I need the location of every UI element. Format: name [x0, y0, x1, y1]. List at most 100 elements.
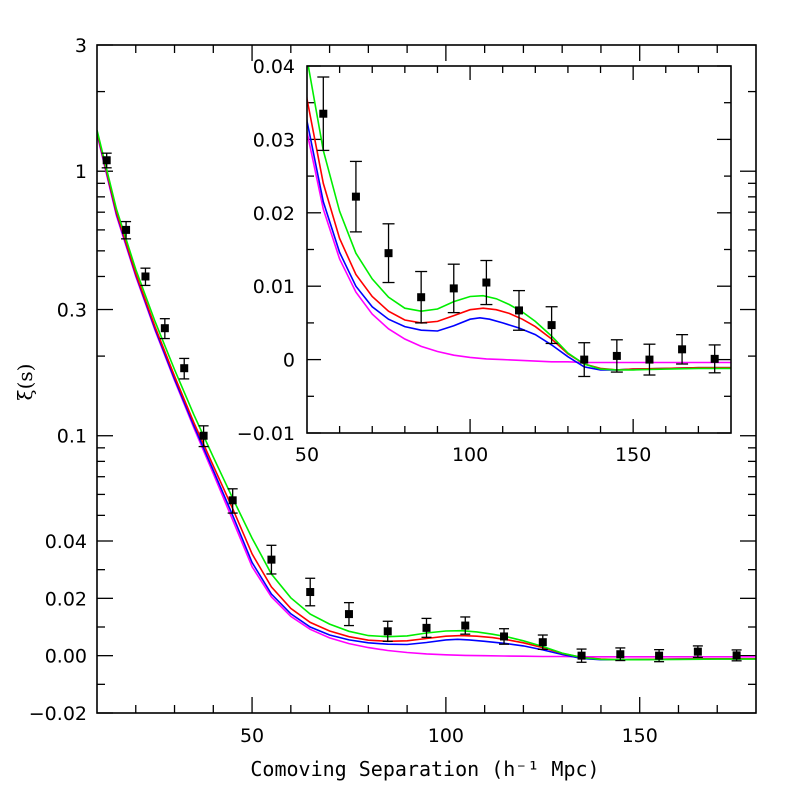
y-axis-label: ξ(s)	[13, 364, 37, 401]
chart-graphic	[732, 651, 741, 660]
inset-background	[307, 66, 731, 433]
main-data-point	[421, 617, 432, 638]
inset-model-curve-3	[307, 66, 731, 371]
chart-graphic	[422, 623, 431, 632]
main-y-tick-label: 0.3	[57, 300, 87, 322]
main-data-point	[615, 647, 626, 662]
main-y-tick-label: 0.02	[45, 588, 87, 610]
main-data-point	[227, 488, 238, 514]
chart-graphic	[515, 306, 523, 315]
main-data-point	[179, 357, 190, 380]
chart-graphic	[678, 345, 687, 354]
chart-graphic	[383, 627, 392, 636]
main-data-point	[159, 318, 170, 340]
chart-graphic	[306, 588, 315, 597]
main-data-point	[499, 628, 510, 645]
main-y-tick-label: 1	[75, 161, 87, 183]
inset-data-point	[349, 160, 362, 233]
main-data-point	[140, 267, 151, 287]
chart-graphic	[449, 284, 458, 293]
inset-y-tick-label: −0.01	[237, 423, 295, 445]
inset-y-tick-label: 0.01	[253, 276, 295, 298]
x-axis-label: Comoving Separation (h⁻¹ Mpc)	[250, 757, 599, 781]
main-data-point	[198, 425, 209, 448]
main-data-point	[731, 649, 742, 662]
inset-panel: 50 100 150 −0.01 0 0.01 0.02 0.03 0.04	[237, 56, 732, 466]
chart-graphic	[319, 109, 328, 118]
chart-graphic	[482, 278, 491, 287]
main-y-tick-label: 0.00	[45, 646, 87, 668]
chart-graphic	[267, 555, 276, 564]
chart-graphic	[351, 192, 360, 201]
main-y-tick-label: 3	[75, 35, 87, 57]
chart-graphic	[547, 321, 556, 330]
chart-graphic	[102, 156, 111, 165]
chart-graphic	[199, 431, 208, 440]
main-data-point	[343, 601, 354, 627]
chart-graphic	[122, 225, 131, 234]
main-data-point	[266, 544, 277, 575]
chart-graphic	[307, 66, 731, 371]
chart-graphic	[612, 351, 621, 360]
chart-graphic	[417, 293, 426, 302]
main-y-tick-label: −0.02	[29, 703, 87, 725]
main-data-point	[576, 648, 587, 663]
main-data-point	[382, 620, 393, 642]
main-data-point	[305, 577, 316, 607]
main-data-point	[101, 152, 112, 169]
main-model-curve-3	[97, 129, 756, 661]
chart-graphic	[344, 610, 353, 619]
inset-data-point	[643, 343, 656, 376]
main-frame	[96, 44, 757, 714]
chart-graphic	[693, 647, 702, 656]
inset-data-point	[513, 289, 525, 331]
chart-graphic	[710, 354, 719, 363]
main-panel: 50 100 150 −0.02 0.00 0.02 0.04 0.1 0.3 1 3	[29, 35, 757, 747]
main-model-curve-0	[97, 134, 756, 658]
inset-y-tick-label: 0.02	[253, 203, 295, 225]
chart-graphic	[461, 621, 470, 630]
inset-data-point	[708, 344, 721, 374]
inset-model-curve-0	[307, 125, 731, 364]
main-y-tick-label: 0.04	[45, 531, 87, 553]
main-x-tick-label: 100	[428, 725, 464, 747]
main-data-point	[692, 645, 703, 659]
chart-graphic	[538, 638, 547, 647]
chart-graphic	[645, 355, 654, 364]
inset-data-point	[676, 333, 689, 365]
chart-graphic	[384, 249, 393, 258]
inset-frame	[306, 65, 732, 434]
chart-graphic	[228, 496, 237, 505]
chart-graphic	[580, 355, 589, 364]
chart-graphic	[500, 632, 509, 641]
inset-x-tick-label: 50	[295, 444, 319, 466]
inset-model-curve-1	[307, 114, 731, 371]
chart-graphic	[317, 76, 721, 378]
inset-data-point	[578, 342, 591, 378]
inset-data-point	[415, 270, 428, 324]
inset-y-tick-label: 0	[283, 350, 295, 372]
main-data-point	[121, 220, 132, 240]
main-y-tick-label: 0.1	[57, 426, 87, 448]
main-data-point	[460, 616, 471, 635]
chart-graphic	[577, 651, 586, 660]
inset-y-tick-label: 0.03	[253, 129, 295, 151]
chart-graphic	[180, 364, 189, 373]
chart-graphic	[616, 650, 625, 659]
inset-y-tick-label: 0.04	[253, 56, 295, 78]
inset-x-tick-label: 150	[615, 444, 651, 466]
inset-x-tick-label: 100	[452, 444, 488, 466]
main-data-point	[654, 648, 665, 663]
chart-graphic	[655, 651, 664, 660]
inset-data-point	[545, 306, 558, 345]
inset-data-point	[382, 223, 395, 284]
main-data-point	[537, 634, 548, 651]
chart-graphic	[141, 272, 150, 281]
inset-data-point	[480, 259, 493, 306]
inset-data-point	[317, 76, 330, 152]
inset-data-point	[610, 339, 623, 373]
inset-data-point	[447, 263, 460, 314]
main-x-tick-label: 50	[240, 725, 264, 747]
